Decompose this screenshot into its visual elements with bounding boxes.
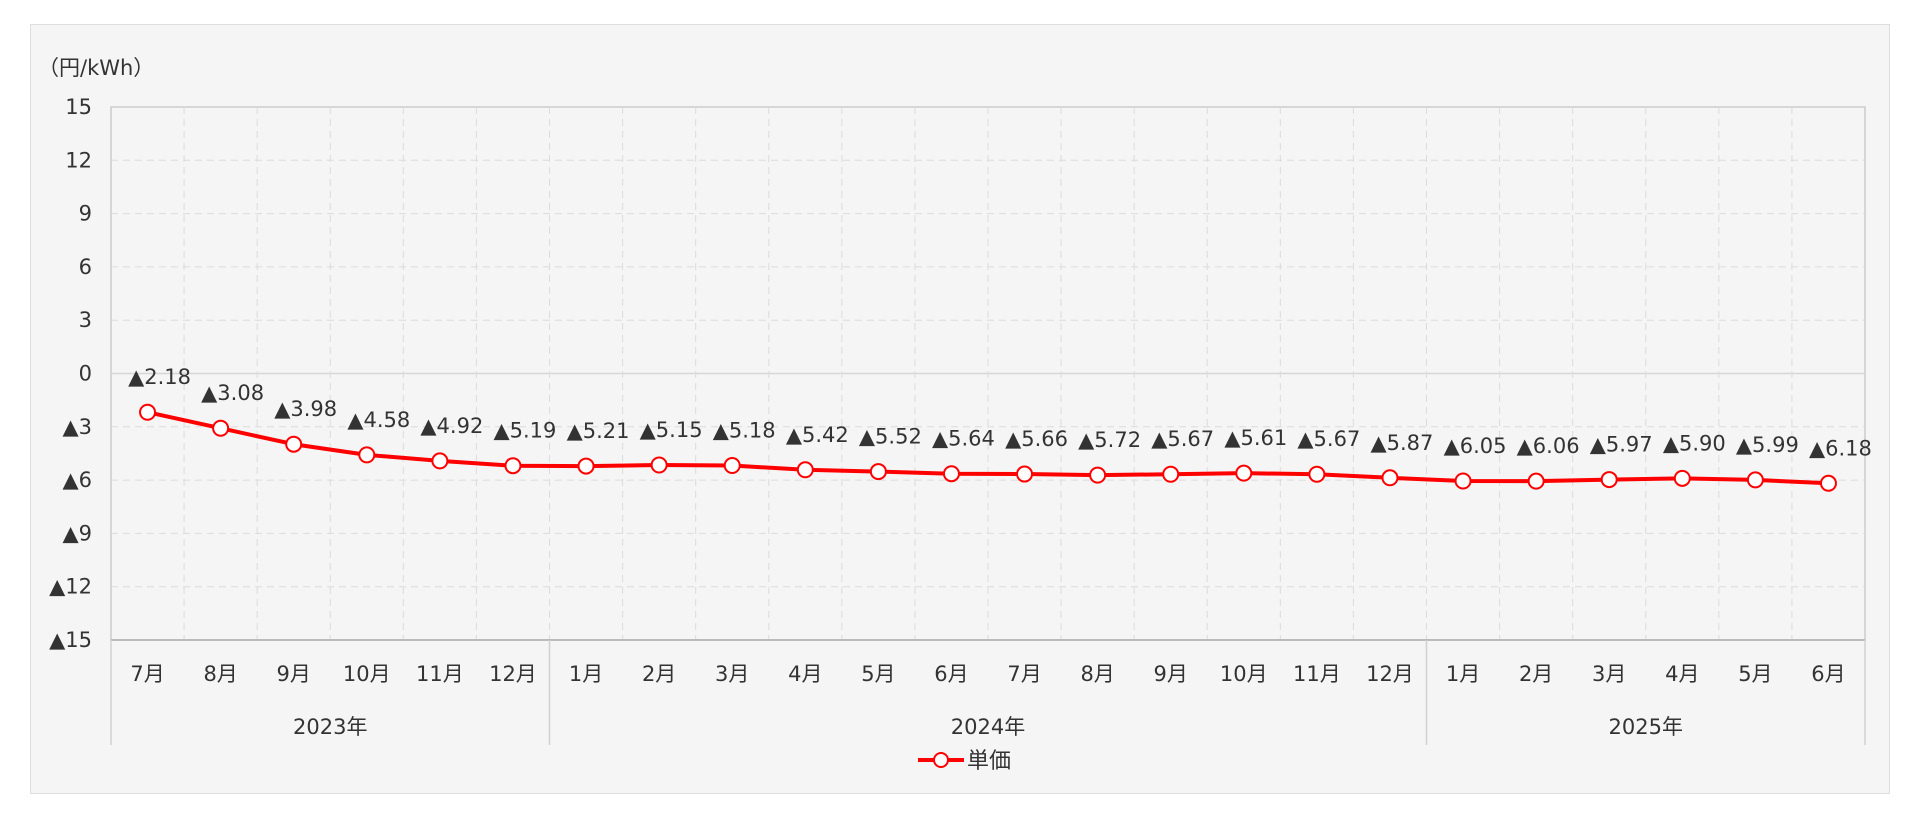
x-tick-label: 6月 <box>934 662 968 686</box>
y-tick-label: 9 <box>79 202 92 226</box>
y-tick-label: 3 <box>79 308 92 332</box>
y-axis-ticks: 15 12 9 6 3 0 ▲3 ▲6 ▲9 ▲12 ▲15 <box>49 95 92 652</box>
y-tick-label: ▲6 <box>62 468 92 492</box>
data-point <box>358 446 376 464</box>
grid-lines <box>110 106 1866 641</box>
data-point <box>1454 472 1472 490</box>
year-label: 2024年 <box>951 715 1025 739</box>
data-label: ▲5.99 <box>1736 433 1799 457</box>
year-label: 2023年 <box>293 715 367 739</box>
data-label: ▲5.87 <box>1370 431 1433 455</box>
data-label: ▲3.98 <box>274 397 337 421</box>
x-tick-label: 1月 <box>1446 662 1480 686</box>
x-tick-label: 3月 <box>1592 662 1626 686</box>
y-axis-unit-label: （円/kWh） <box>38 56 154 80</box>
data-point <box>285 435 303 453</box>
x-tick-label: 12月 <box>1366 662 1414 686</box>
x-tick-label: 2月 <box>642 662 676 686</box>
data-label: ▲5.67 <box>1297 427 1360 451</box>
series-unit-price: ▲2.18 ▲3.08 ▲3.98 ▲4.58 ▲4.92 ▲5.19 ▲5.21 ▲5.15… <box>128 365 1872 492</box>
x-tick-label: 2月 <box>1519 662 1553 686</box>
data-label: ▲5.42 <box>786 423 849 447</box>
data-point <box>869 463 887 481</box>
x-tick-label: 9月 <box>277 662 311 686</box>
data-label: ▲5.52 <box>859 425 922 449</box>
data-label: ▲5.90 <box>1663 431 1726 455</box>
x-tick-label: 7月 <box>130 662 164 686</box>
data-label: ▲6.06 <box>1517 434 1580 458</box>
year-label: 2025年 <box>1609 715 1683 739</box>
data-point <box>504 457 522 475</box>
y-tick-label: ▲3 <box>62 415 92 439</box>
y-tick-label: 6 <box>79 255 92 279</box>
y-tick-label: ▲9 <box>62 521 92 545</box>
data-label: ▲2.18 <box>128 365 191 389</box>
data-point <box>1089 466 1107 484</box>
data-point <box>650 456 668 474</box>
data-point <box>1527 472 1545 490</box>
x-tick-label: 4月 <box>788 662 822 686</box>
data-point <box>1746 471 1764 489</box>
data-label: ▲6.05 <box>1444 434 1507 458</box>
x-tick-label: 6月 <box>1811 662 1845 686</box>
x-axis-ticks: 7月 8月 9月 10月 11月 12月 1月 2月 3月 4月 5月 6月 7月 8月 9月 10月 11月 1… <box>130 662 1845 686</box>
data-point <box>1308 465 1326 483</box>
data-point <box>431 452 449 470</box>
data-label: ▲6.18 <box>1809 436 1872 460</box>
data-label: ▲5.64 <box>932 427 995 451</box>
x-tick-label: 11月 <box>1293 662 1341 686</box>
x-tick-label: 10月 <box>1220 662 1268 686</box>
data-label: ▲5.97 <box>1590 433 1653 457</box>
data-point <box>577 457 595 475</box>
data-label: ▲5.66 <box>1005 427 1068 451</box>
x-tick-label: 12月 <box>489 662 537 686</box>
legend: 単価 <box>918 749 1011 774</box>
data-label: ▲5.15 <box>640 418 703 442</box>
y-tick-label: ▲15 <box>49 628 92 652</box>
x-tick-label: 8月 <box>203 662 237 686</box>
x-tick-label: 7月 <box>1007 662 1041 686</box>
x-tick-label: 3月 <box>715 662 749 686</box>
data-point <box>212 419 230 437</box>
x-tick-label: 4月 <box>1665 662 1699 686</box>
x-tick-label: 8月 <box>1080 662 1114 686</box>
data-label: ▲3.08 <box>201 381 264 405</box>
x-tick-label: 5月 <box>1738 662 1772 686</box>
data-label: ▲5.72 <box>1078 428 1141 452</box>
data-point <box>1819 474 1837 492</box>
data-point <box>1162 465 1180 483</box>
data-label: ▲5.21 <box>567 419 630 443</box>
legend-label: 単価 <box>967 749 1011 774</box>
data-point <box>1381 469 1399 487</box>
y-tick-label: ▲12 <box>49 575 92 599</box>
data-point <box>1235 464 1253 482</box>
year-group-labels: 2023年 2024年 2025年 <box>110 640 1866 745</box>
data-label: ▲5.67 <box>1151 427 1214 451</box>
data-point <box>942 465 960 483</box>
x-tick-label: 1月 <box>569 662 603 686</box>
data-label: ▲5.61 <box>1224 426 1287 450</box>
data-label: ▲4.92 <box>420 414 483 438</box>
x-tick-label: 5月 <box>861 662 895 686</box>
data-label: ▲4.58 <box>347 408 410 432</box>
x-tick-label: 9月 <box>1154 662 1188 686</box>
y-tick-label: 0 <box>79 362 92 386</box>
y-tick-label: 15 <box>65 95 92 119</box>
data-label: ▲5.18 <box>713 419 776 443</box>
data-label: ▲5.19 <box>493 419 556 443</box>
x-tick-label: 11月 <box>416 662 464 686</box>
data-point <box>796 461 814 479</box>
data-point <box>1673 469 1691 487</box>
series-line <box>147 410 1829 486</box>
x-tick-label: 10月 <box>343 662 391 686</box>
data-point <box>1016 465 1034 483</box>
data-point <box>139 403 157 421</box>
legend-marker <box>933 752 949 768</box>
y-tick-label: 12 <box>65 148 92 172</box>
data-point <box>723 457 741 475</box>
data-point <box>1600 471 1618 489</box>
